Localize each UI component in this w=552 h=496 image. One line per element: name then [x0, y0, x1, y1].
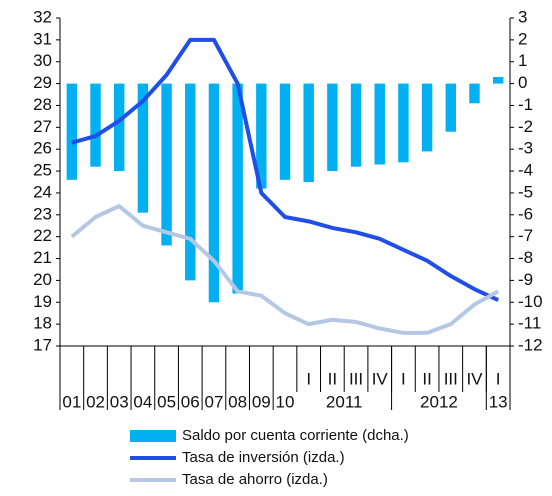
legend-label: Tasa de ahorro (izda.)	[182, 471, 328, 488]
x-tick-label: 08	[228, 392, 247, 411]
legend-swatch	[130, 430, 176, 442]
y2-tick-label: -1	[518, 95, 533, 114]
y2-tick-label: -10	[518, 292, 543, 311]
x-tick-label: 07	[204, 392, 223, 411]
x-tick-label: 02	[86, 392, 105, 411]
y2-tick-label: -5	[518, 182, 533, 201]
y2-tick-label: -12	[518, 335, 543, 354]
y-tick-label: 23	[33, 204, 52, 223]
y2-tick-label: -8	[518, 248, 533, 267]
x-group-label: 2011	[326, 392, 363, 411]
x-group-label: 2012	[420, 392, 458, 411]
bar	[232, 83, 243, 294]
y-tick-label: 17	[33, 335, 52, 354]
line	[71, 37, 499, 302]
bar	[374, 83, 385, 165]
x-tick-label: 04	[133, 392, 152, 411]
bar	[350, 83, 362, 167]
x-tick-label: 10	[276, 392, 295, 411]
y2-tick-label: 3	[518, 7, 527, 26]
bar	[90, 83, 101, 167]
x-tick-label: IV	[372, 369, 389, 388]
y2-tick-label: -11	[518, 314, 541, 333]
y-tick-label: 24	[33, 182, 52, 201]
x-tick-label: I	[401, 369, 406, 388]
bar	[208, 83, 220, 303]
x-tick-label: III	[444, 369, 458, 388]
x-tick-label: II	[422, 369, 431, 388]
bar	[421, 83, 433, 152]
y-tick-label: 29	[33, 73, 52, 92]
legend-label: Tasa de inversión (izda.)	[182, 449, 345, 466]
y-tick-label: 25	[33, 161, 52, 180]
bar	[469, 83, 480, 104]
y2-tick-label: -6	[518, 204, 533, 223]
y-tick-label: 32	[33, 7, 52, 26]
x-group-label: 13	[489, 392, 508, 411]
y2-tick-label: 2	[518, 29, 527, 48]
y2-tick-label: -4	[518, 161, 533, 180]
x-tick-label: I	[306, 369, 311, 388]
y-tick-label: 21	[33, 248, 52, 267]
x-tick-label: II	[328, 369, 337, 388]
x-tick-label: IV	[466, 369, 483, 388]
bar	[445, 83, 456, 132]
bar	[398, 83, 409, 163]
y2-tick-label: -9	[518, 270, 533, 289]
bar	[185, 83, 196, 281]
bar	[161, 83, 172, 246]
y-tick-label: 30	[33, 51, 52, 70]
y-tick-label: 31	[33, 29, 52, 48]
x-tick-label: III	[349, 369, 363, 388]
y2-tick-label: -2	[518, 117, 533, 136]
x-tick-label: 05	[157, 392, 176, 411]
line	[70, 204, 500, 335]
bar	[137, 83, 149, 213]
bar	[66, 83, 78, 180]
bar	[327, 83, 338, 172]
y2-tick-label: 1	[518, 51, 527, 70]
y2-tick-label: -7	[518, 226, 533, 245]
y2-tick-label: -3	[518, 139, 533, 158]
bar	[492, 77, 504, 84]
bar	[114, 83, 125, 172]
y-tick-label: 28	[33, 95, 52, 114]
y-tick-label: 26	[33, 139, 52, 158]
x-tick-label: 03	[110, 392, 129, 411]
x-tick-label: 01	[62, 392, 81, 411]
x-tick-label: 06	[181, 392, 200, 411]
bar	[303, 83, 314, 182]
y-tick-label: 22	[33, 226, 52, 245]
bar	[279, 83, 291, 180]
y-tick-label: 20	[33, 270, 52, 289]
x-tick-label: 09	[252, 392, 271, 411]
y2-tick-label: 0	[518, 73, 527, 92]
bar	[256, 83, 267, 189]
y-tick-label: 27	[33, 117, 52, 136]
y-tick-label: 19	[33, 292, 52, 311]
x-tick-label: I	[496, 369, 501, 388]
legend-label: Saldo por cuenta corriente (dcha.)	[182, 427, 409, 444]
y-tick-label: 18	[33, 314, 52, 333]
